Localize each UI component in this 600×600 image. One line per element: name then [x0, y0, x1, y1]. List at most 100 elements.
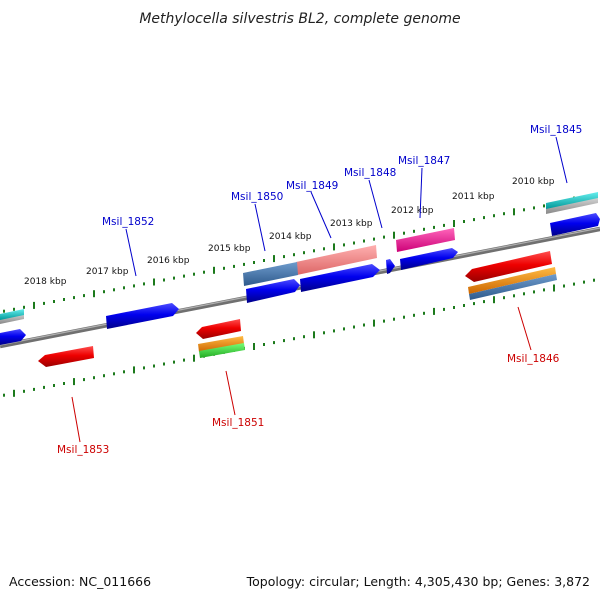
gene-msil-1847-cds[interactable] — [400, 248, 458, 270]
inner-ruler-tick — [23, 389, 25, 393]
gene-msil-1845-feature[interactable] — [546, 192, 598, 209]
inner-ruler-tick — [343, 327, 345, 331]
inner-ruler-tick — [193, 354, 195, 362]
leader-msil-1851 — [225, 370, 236, 416]
inner-ruler-tick — [273, 341, 275, 345]
tick-label: 2018 kbp — [24, 277, 67, 287]
inner-ruler-tick — [463, 304, 465, 307]
gene-label[interactable]: Msil_1848 — [344, 167, 396, 179]
gene-msil-1853-cds[interactable] — [38, 346, 94, 367]
leader-msil-1849 — [310, 191, 332, 239]
outer-ruler-tick — [123, 286, 125, 290]
tick-label: 2014 kbp — [269, 232, 312, 242]
map-title: Methylocella silvestris BL2, complete ge… — [139, 11, 460, 27]
gene-msil-1850-feature[interactable] — [243, 262, 298, 286]
inner-ruler-tick — [513, 294, 515, 298]
tick-labels: 2010 kbp 2011 kbp 2012 kbp 2013 kbp 2014… — [24, 177, 555, 287]
inner-ruler-tick — [153, 364, 155, 368]
outer-ruler-tick — [73, 296, 75, 300]
inner-ruler-tick — [263, 343, 265, 346]
inner-ruler-tick — [303, 335, 305, 339]
gene-label[interactable]: Msil_1851 — [212, 417, 264, 429]
outer-ruler-tick — [253, 261, 255, 264]
genome-backbone-highlight — [0, 227, 600, 346]
outer-ruler-tick — [143, 282, 145, 286]
gene-msil-1846-feature[interactable] — [469, 274, 557, 300]
inner-ruler-tick — [423, 311, 425, 315]
gene-label[interactable]: Msil_1849 — [286, 180, 338, 192]
gene-edge-left-feature[interactable] — [0, 309, 24, 320]
inner-ruler-tick — [473, 302, 475, 306]
outer-ruler-tick — [223, 266, 225, 270]
outer-ruler-tick — [363, 239, 365, 243]
inner-ruler-tick — [553, 284, 555, 292]
gene-labels: Msil_1845 Msil_1846 Msil_1847 Msil_1848 … — [57, 124, 582, 456]
outer-ruler-tick — [393, 231, 395, 239]
leader-msil-1850 — [254, 203, 266, 252]
outer-ruler-tick — [333, 243, 335, 251]
gene-msil-1845-feature[interactable] — [546, 197, 598, 214]
leader-msil-1852 — [125, 228, 137, 277]
gene-edge-left-cds[interactable] — [0, 329, 26, 345]
gene-label[interactable]: Msil_1845 — [530, 124, 582, 136]
inner-ruler-tick — [113, 372, 115, 376]
inner-ruler-tick — [93, 376, 95, 380]
inner-ruler-tick — [133, 366, 135, 374]
outer-ruler-tick — [263, 259, 265, 262]
tick-label: 2017 kbp — [86, 267, 129, 277]
inner-ruler-tick — [173, 360, 175, 364]
inner-ruler-tick — [523, 292, 525, 296]
outer-ruler-tick — [243, 262, 245, 266]
gene-msil-1848-cds[interactable] — [386, 259, 395, 274]
outer-ruler-tick — [163, 278, 165, 282]
leader-msil-1845 — [555, 136, 568, 184]
outer-ruler-tick — [273, 255, 275, 263]
outer-ruler-tick — [433, 225, 435, 229]
inner-ruler-tick — [383, 319, 385, 323]
gene-msil-1849-feature[interactable] — [296, 245, 377, 275]
leader-msil-1853 — [71, 396, 81, 443]
gene-label[interactable]: Msil_1846 — [507, 353, 560, 365]
outer-ruler-tick — [403, 231, 405, 235]
gene-msil-1845-cds[interactable] — [550, 213, 600, 236]
inner-ruler-tick — [283, 339, 285, 343]
inner-ruler-tick — [83, 378, 85, 382]
inner-ruler-tick — [373, 319, 375, 327]
gene-msil-1851-cds[interactable] — [196, 319, 241, 339]
gene-label[interactable]: Msil_1853 — [57, 444, 109, 456]
outer-ruler-tick — [183, 274, 185, 278]
gene-msil-1846-cds[interactable] — [465, 251, 552, 282]
inner-ruler-tick — [13, 389, 15, 397]
outer-ruler-tick — [13, 307, 15, 311]
gene-msil-1851-feature[interactable] — [199, 343, 245, 358]
outer-ruler-tick — [283, 255, 285, 259]
outer-ruler-tick — [213, 266, 215, 274]
gene-msil-1852-cds[interactable] — [106, 303, 179, 329]
outer-ruler-tick — [303, 251, 305, 255]
outer-ruler-tick — [233, 264, 235, 268]
leader-msil-1848 — [368, 179, 383, 229]
gene-msil-1850-cds[interactable] — [246, 279, 300, 303]
inner-ruler-tick — [293, 337, 295, 341]
tick-label: 2016 kbp — [147, 256, 190, 266]
tick-label: 2013 kbp — [330, 219, 373, 229]
inner-ruler-tick — [353, 325, 355, 329]
inner-ruler-tick — [53, 384, 55, 387]
inner-ruler-tick — [73, 378, 75, 386]
outer-ruler-tick — [153, 278, 155, 286]
leader-msil-1847 — [419, 167, 423, 219]
gene-label[interactable]: Msil_1847 — [398, 155, 450, 167]
gene-label[interactable]: Msil_1850 — [231, 191, 283, 203]
outer-ruler-tick — [323, 247, 325, 251]
gene-msil-1847-feature[interactable] — [396, 228, 455, 252]
outer-ruler-tick — [83, 294, 85, 298]
gene-label[interactable]: Msil_1852 — [102, 216, 154, 228]
inner-ruler-tick — [33, 387, 35, 391]
gene-msil-1846-feature[interactable] — [468, 267, 556, 294]
outer-ruler-tick — [3, 309, 5, 313]
inner-ruler-tick — [163, 362, 165, 366]
gene-msil-1849-cds[interactable] — [300, 264, 380, 292]
outer-ruler-tick — [33, 301, 35, 309]
tick-label: 2010 kbp — [512, 177, 555, 187]
gene-msil-1851-feature[interactable] — [198, 336, 244, 352]
